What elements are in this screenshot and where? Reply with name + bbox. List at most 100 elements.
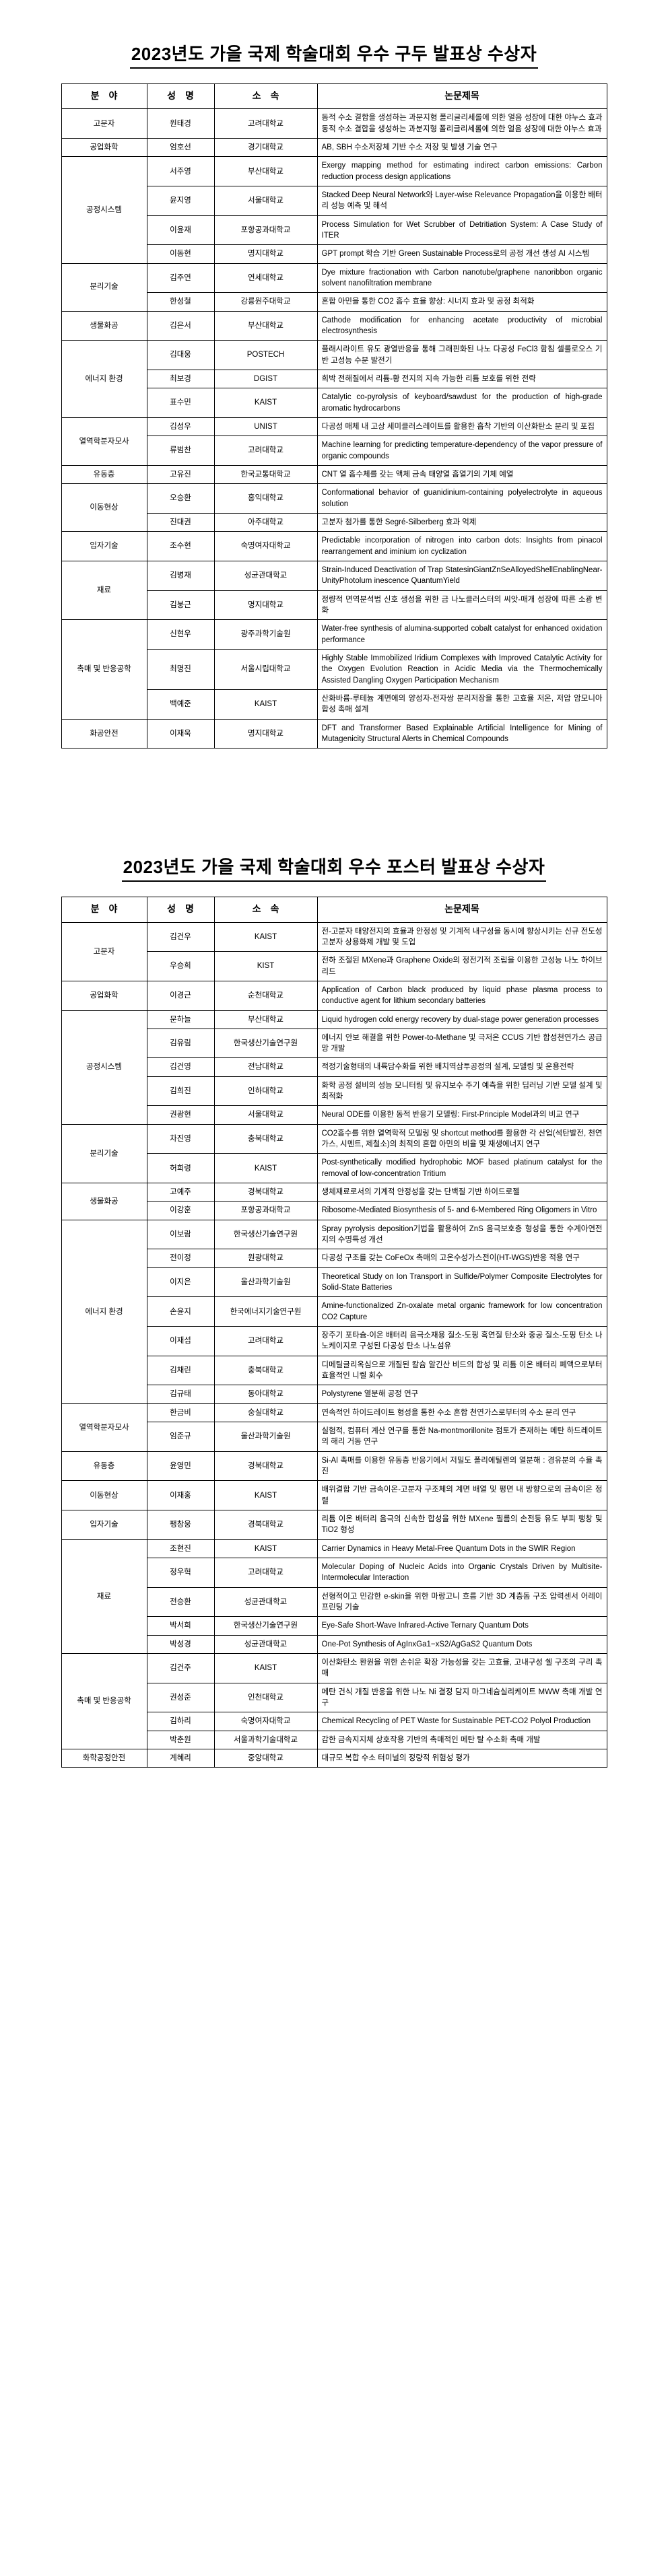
cell-affiliation: 고려대학교 (213, 436, 318, 466)
cell-affiliation: KIST (213, 951, 318, 981)
table-header-row: 분 야 성 명 소 속 논문제목 (61, 83, 607, 110)
cell-paper-title: Eye-Safe Short-Wave Infrared-Active Tern… (316, 1616, 607, 1636)
cell-name: 권성준 (146, 1682, 215, 1713)
cell-paper-title: Theoretical Study on Ion Transport in Su… (316, 1267, 607, 1298)
cell-affiliation: 인천대학교 (213, 1682, 318, 1713)
table-row: 우승희 KIST 전하 조절된 MXene과 Graphene Oxide의 정전기… (61, 951, 607, 981)
cell-name: 신현우 (146, 619, 215, 650)
table-row: 이동현상 이재홍 KAIST 배위결합 기반 금속이온-고분자 구조체의 계면 배열 … (61, 1480, 607, 1510)
poster-awards-section: 2023년도 가을 국제 학술대회 우수 포스터 발표상 수상자 분 야 성 명… (0, 813, 668, 1768)
cell-field: 공업화학 (61, 138, 147, 158)
table-row: 화공안전 이재욱 명지대학교 DFT and Transformer Based Ex… (61, 718, 607, 749)
cell-affiliation: 포항공과대학교 (213, 1201, 318, 1220)
cell-name: 김희진 (146, 1076, 215, 1107)
cell-paper-title: Si-Al 촉매를 이용한 유동층 반응기에서 저밀도 폴리에틸렌의 열분해 :… (316, 1451, 607, 1482)
cell-name: 우승희 (146, 951, 215, 981)
cell-paper-title: 고분자 첨가를 통한 Segré-Silberberg 효과 억제 (316, 512, 607, 532)
cell-paper-title: 감한 금속지지체 상호작용 기반의 촉매적인 메탄 탈 수소화 촉매 개발 (316, 1730, 607, 1749)
cell-affiliation: 서울대학교 (213, 186, 318, 216)
table-row: 최명진 서울시립대학교 Highly Stable Immobilized Irid… (61, 648, 607, 690)
cell-name: 류범찬 (146, 436, 215, 466)
cell-paper-title: Carrier Dynamics in Heavy Metal-Free Qua… (316, 1539, 607, 1558)
cell-paper-title: 리튬 이온 배터리 음극의 신속한 합성을 위한 MXene 필름의 손전등 유… (316, 1510, 607, 1540)
cell-affiliation: 인하대학교 (213, 1076, 318, 1107)
column-header-paper-title: 논문제목 (316, 83, 607, 110)
column-header-paper-title: 논문제목 (316, 896, 607, 923)
cell-affiliation: 서울과학기술대학교 (213, 1730, 318, 1749)
cell-field: 이동현상 (61, 1480, 147, 1510)
cell-paper-title: 희박 전해질에서 리튬-황 전지의 지속 가능한 리튬 보호를 위한 전략 (316, 369, 607, 389)
table-row: 공정시스템 문하늘 부산대학교 Liquid hydrogen cold energy… (61, 1010, 607, 1125)
cell-paper-title: Ribosome-Mediated Biosynthesis of 5- and… (316, 1201, 607, 1220)
table-row: 최보경 DGIST 희박 전해질에서 리튬-황 전지의 지속 가능한 리튬 보호를 … (61, 369, 607, 389)
cell-affiliation: 한국생산기술연구원 (213, 1219, 318, 1250)
table-row: 박서희 한국생산기술연구원 Eye-Safe Short-Wave Infrared… (61, 1616, 607, 1636)
table-row: 재료 김병재 성균관대학교 Strain-Induced Deactivation o… (61, 560, 607, 621)
table-row: 윤지영 서울대학교 Stacked Deep Neural Network와 Lay… (61, 186, 607, 216)
cell-affiliation: 숭실대학교 (213, 1403, 318, 1423)
cell-name: 진대권 (146, 512, 215, 532)
cell-affiliation: 부산대학교 (213, 1010, 318, 1029)
cell-affiliation: KAIST (213, 921, 318, 952)
cell-affiliation: KAIST (213, 1652, 318, 1683)
table-row: 입자기술 조수현 숙명여자대학교 Predictable incorporation … (61, 531, 607, 561)
table-row: 권광현 서울대학교 Neural ODE를 이용한 동적 반응기 모델링: Firs… (61, 1105, 607, 1125)
cell-name: 이경근 (146, 980, 215, 1011)
cell-affiliation: 고려대학교 (213, 1557, 318, 1588)
cell-field: 입자기술 (61, 1510, 147, 1540)
oral-title-wrap: 2023년도 가을 국제 학술대회 우수 구두 발표상 수상자 (0, 0, 668, 69)
cell-paper-title: Application of Carbon black produced by … (316, 980, 607, 1011)
oral-awards-body: 고분자 원태경 고려대학교 동적 수소 결합을 생성하는 과분지형 폴리글리세롤에 의… (61, 108, 607, 749)
cell-paper-title: Conformational behavior of guanidinium-c… (316, 483, 607, 514)
cell-paper-title: Chemical Recycling of PET Waste for Sust… (316, 1712, 607, 1731)
cell-name: 전승환 (146, 1587, 215, 1617)
cell-name: 김건주 (146, 1652, 215, 1683)
cell-affiliation: DGIST (213, 369, 318, 389)
cell-paper-title: 화학 공정 설비의 성능 모니터링 및 유지보수 주기 예측을 위한 딥러닝 기… (316, 1076, 607, 1107)
spacer (0, 69, 668, 83)
cell-name: 박서희 (146, 1616, 215, 1636)
cell-paper-title: 생체재료로서의 기계적 안정성을 갖는 단백질 기반 하이드로젤 (316, 1183, 607, 1202)
table-row: 분리기술 차진영 충북대학교 CO2흡수를 위한 열역학적 모델링 및 shortcu… (61, 1123, 607, 1184)
cell-field: 공업화학 (61, 980, 147, 1011)
cell-affiliation: POSTECH (213, 340, 318, 370)
column-header-field: 분 야 (61, 83, 147, 110)
cell-paper-title: 전하 조절된 MXene과 Graphene Oxide의 정전기적 조립을 이… (316, 951, 607, 981)
cell-name: 윤영민 (146, 1451, 215, 1482)
cell-paper-title: 대규모 복합 수소 터미널의 정량적 위험성 평가 (316, 1748, 607, 1768)
table-row: 진대권 아주대학교 고분자 첨가를 통한 Segré-Silberberg 효과 억… (61, 512, 607, 532)
cell-paper-title: AB, SBH 수소저장체 기반 수소 저장 및 발생 기술 연구 (316, 138, 607, 158)
oral-awards-table: 분 야 성 명 소 속 논문제목 고분자 원태경 고려대학교 동적 수소 결합을 생성… (61, 83, 607, 749)
cell-affiliation: 숙명여자대학교 (213, 531, 318, 561)
cell-affiliation: 홍익대학교 (213, 483, 318, 514)
cell-affiliation: 동아대학교 (213, 1385, 318, 1404)
cell-field: 유동층 (61, 464, 147, 485)
table-row: 전승환 성균관대학교 선형적이고 민감한 e-skin을 위한 마랑고니 흐름 기반… (61, 1587, 607, 1617)
cell-paper-title: Exergy mapping method for estimating ind… (316, 156, 607, 187)
cell-name: 이재욱 (146, 718, 215, 749)
table-row: 이재섭 고려대학교 장주기 포타슘-이온 배터리 음극소재용 질소-도핑 흑연질 탄… (61, 1326, 607, 1356)
cell-affiliation: 성균관대학교 (213, 1634, 318, 1654)
cell-affiliation: KAIST (213, 689, 318, 720)
cell-affiliation: 서울대학교 (213, 1105, 318, 1125)
table-row: 전이정 원광대학교 다공성 구조를 갖는 CoFeOx 촉매의 고온수성가스전이(H… (61, 1249, 607, 1268)
cell-name: 윤지영 (146, 186, 215, 216)
cell-name: 이재홍 (146, 1480, 215, 1510)
cell-affiliation: 울산과학기술원 (213, 1267, 318, 1298)
column-header-name: 성 명 (146, 896, 215, 923)
cell-name: 원태경 (146, 108, 215, 139)
cell-field: 분리기술 (61, 1123, 147, 1184)
poster-awards-body: 고분자 김건우 KAIST 전-고분자 태양전지의 효율과 안정성 및 기계적 내구성… (61, 921, 607, 1768)
cell-name: 손윤지 (146, 1296, 215, 1327)
cell-paper-title: 선형적이고 민감한 e-skin을 위한 마랑고니 흐름 기반 3D 계층돔 구… (316, 1587, 607, 1617)
cell-paper-title: Strain-Induced Deactivation of Trap Stat… (316, 560, 607, 591)
cell-affiliation: 명지대학교 (213, 718, 318, 749)
cell-field: 열역학분자모사 (61, 1403, 147, 1452)
cell-name: 계혜리 (146, 1748, 215, 1768)
table-row: 생물화공 김은서 부산대학교 Cathode modification for enh… (61, 310, 607, 341)
cell-name: 조현진 (146, 1539, 215, 1558)
cell-name: 김하리 (146, 1712, 215, 1731)
cell-affiliation: 부산대학교 (213, 310, 318, 341)
cell-affiliation: 명지대학교 (213, 590, 318, 621)
cell-paper-title: Highly Stable Immobilized Iridium Comple… (316, 648, 607, 690)
